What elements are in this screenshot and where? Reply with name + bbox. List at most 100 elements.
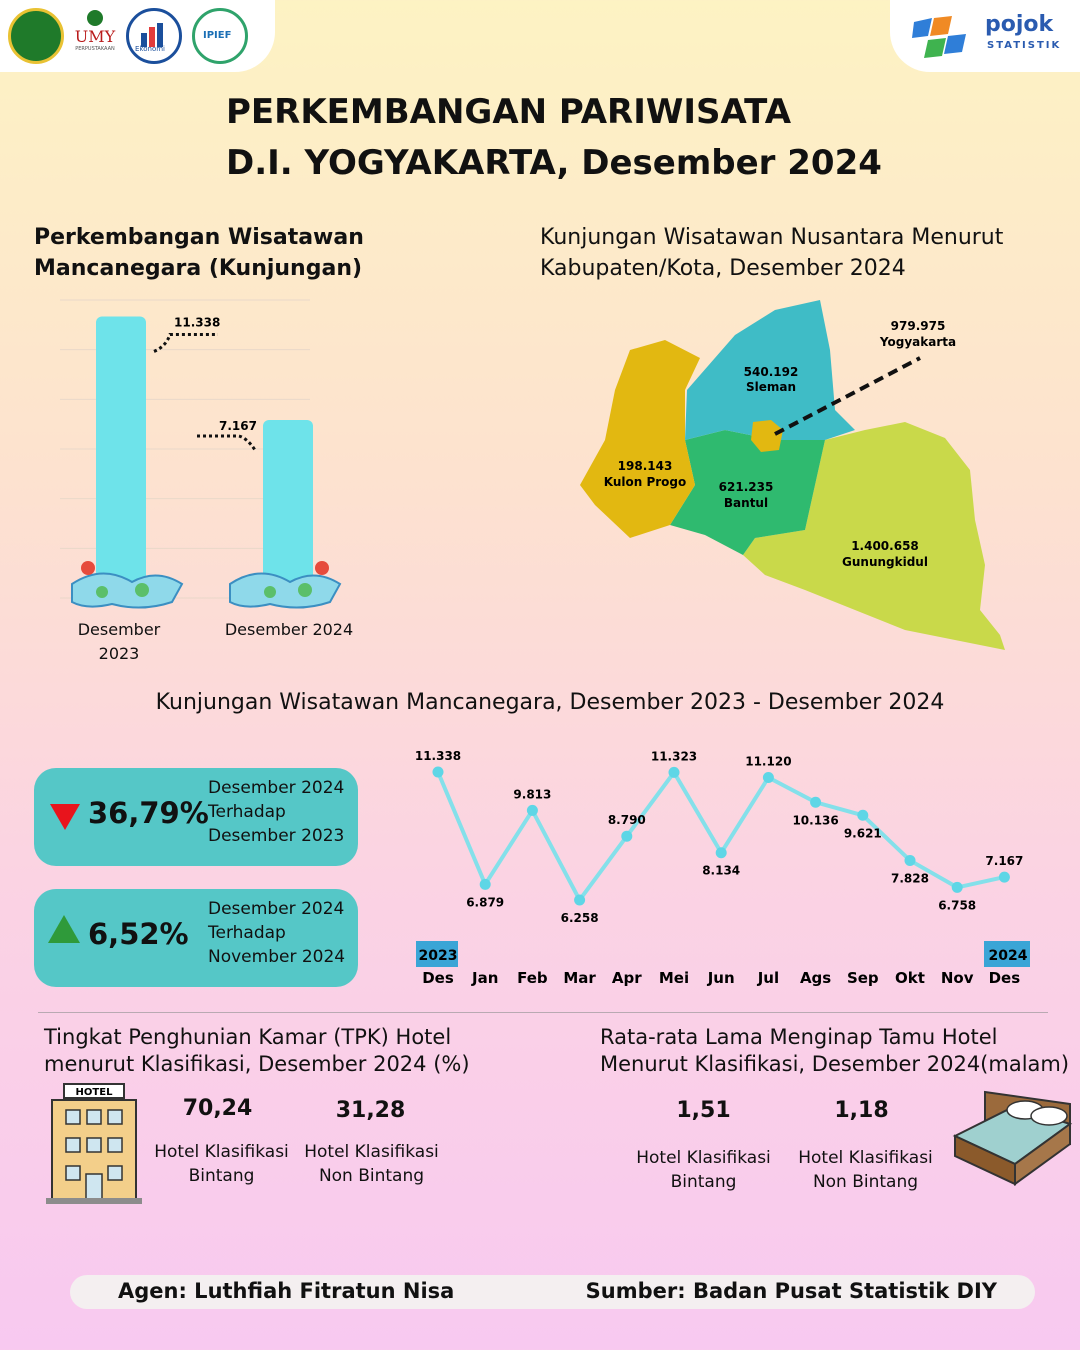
line-value-label: 7.828: [891, 871, 929, 885]
stat-box-yoy: 36,79% Desember 2024 Terhadap Desember 2…: [34, 768, 358, 866]
partner-logos: UMY PERPUSTAKAAN Ekonomi IPIEF: [0, 0, 275, 72]
bar-label-leader: [197, 434, 257, 451]
month-label: Mei: [659, 969, 689, 987]
month-label: Jan: [471, 969, 498, 987]
stay-star-value: 1,51: [676, 1098, 731, 1123]
line-value-label: 11.323: [651, 749, 697, 763]
map-sleman-value: 540.192: [744, 365, 799, 379]
map-gunungkidul-name: Gunungkidul: [842, 555, 928, 569]
line-point: [951, 881, 963, 893]
bed-icon: [952, 1090, 1073, 1186]
bar-label-dec2024: Desember 2024: [224, 620, 354, 639]
umy-logo-text: UMY: [74, 27, 116, 46]
footer-agent: Agen: Luthfiah Fitratun Nisa: [118, 1279, 455, 1303]
year-end-label: 2024: [989, 948, 1028, 964]
line-point: [432, 766, 444, 778]
bar-value-label: 7.167: [219, 419, 257, 433]
map-bantul-name: Bantul: [724, 496, 768, 510]
pojok-mark-icon: [912, 16, 966, 58]
section-divider: [38, 1012, 1048, 1013]
library-logo-text: PERPUSTAKAAN: [75, 46, 115, 52]
line-point: [621, 830, 633, 842]
month-label: Feb: [517, 969, 548, 987]
map-region-yogyakarta: [751, 420, 783, 452]
line-value-label: 10.136: [792, 813, 838, 827]
ekonomi-logo: Ekonomi: [126, 8, 182, 64]
up-triangle-icon: [48, 915, 80, 943]
bar-label-dec2023-line1: Desember: [77, 620, 161, 639]
tpk-nonstar-caption-line2: Non Bintang: [318, 1166, 425, 1186]
line-chart-title: Kunjungan Wisatawan Mancanegara, Desembe…: [155, 690, 945, 715]
bar-1: [96, 316, 146, 598]
month-label: Des: [422, 969, 454, 987]
tpk-nonstar-caption: Hotel Klasifikasi Non Bintang: [300, 1140, 443, 1188]
ipief-logo: IPIEF: [192, 8, 248, 64]
pojok-brand-sub: STATISTIK: [987, 40, 1062, 51]
monthly-line-chart: 2023 2024 11.338 Des 6.879 Jan 9.813 Feb 6.258…: [415, 749, 1030, 987]
line-point: [715, 847, 727, 859]
line-value-label: 8.134: [702, 864, 740, 878]
line-point: [526, 804, 538, 816]
stat-box-mom: 6,52% Desember 2024 Terhadap November 20…: [34, 889, 358, 987]
month-label: Ags: [800, 969, 831, 987]
line-point: [998, 871, 1010, 883]
tpk-star-caption-line2: Bintang: [188, 1166, 255, 1186]
year-end-badge: [984, 941, 1030, 967]
page-title-line2: D.I. YOGYAKARTA, Desember 2024: [226, 143, 882, 183]
month-label: Jun: [707, 969, 735, 987]
line-point: [904, 854, 916, 866]
tpk-nonstar-caption-line1: Hotel Klasifikasi: [304, 1142, 439, 1162]
umy-logo: UMY PERPUSTAKAAN: [70, 8, 120, 64]
stat-yoy-desc3: Desember 2023: [208, 826, 345, 846]
map-region-sleman: [685, 300, 855, 440]
month-label: Okt: [895, 969, 925, 987]
ipief-logo-text: IPIEF: [203, 30, 232, 41]
diy-regency-map: 540.192 Sleman 979.975 Yogyakarta 198.14…: [580, 300, 1005, 650]
stay-nonstar-caption-line2: Non Bintang: [812, 1172, 919, 1192]
pojok-brand-name: pojok: [985, 12, 1054, 37]
month-label: Apr: [612, 969, 642, 987]
map-kulon-progo-value: 198.143: [618, 459, 673, 473]
stat-mom-desc1: Desember 2024: [208, 899, 345, 919]
line-point: [857, 809, 869, 821]
tpk-star-caption-line1: Hotel Klasifikasi: [154, 1142, 289, 1162]
pojok-statistik-logo: pojok STATISTIK: [890, 0, 1080, 72]
footer-bar: Agen: Luthfiah Fitratun Nisa Sumber: Bad…: [70, 1275, 1035, 1309]
line-value-label: 6.879: [466, 895, 504, 909]
stay-nonstar-value: 1,18: [834, 1098, 889, 1123]
line-value-label: 6.258: [561, 911, 599, 925]
month-label: Mar: [563, 969, 596, 987]
stat-mom-desc3: November 2024: [208, 947, 346, 967]
hotel-building-icon: HOTEL: [46, 1083, 142, 1204]
map-kulon-progo-name: Kulon Progo: [604, 475, 687, 489]
line-point: [574, 894, 586, 906]
line-value-label: 11.120: [745, 754, 791, 768]
line-value-label: 9.813: [513, 787, 551, 801]
line-value-label: 9.621: [844, 826, 882, 840]
line-point: [479, 878, 491, 890]
line-value-label: 8.790: [608, 813, 646, 827]
tpk-title-line1: Tingkat Penghunian Kamar (TPK) Hotel: [44, 1025, 452, 1049]
map-region-bantul: [670, 430, 825, 555]
month-label: Jul: [757, 969, 779, 987]
page-title-line1: PERKEMBANGAN PARIWISATA: [226, 92, 792, 132]
tpk-nonstar-value: 31,28: [335, 1098, 406, 1123]
line-point: [762, 771, 774, 783]
stat-mom-desc2: Terhadap: [208, 923, 286, 943]
line-value-label: 11.338: [415, 749, 461, 763]
bar-value-label: 11.338: [174, 315, 220, 329]
bar-label-leader: [153, 332, 218, 353]
footer-source: Sumber: Badan Pusat Statistik DIY: [585, 1279, 997, 1303]
map-title-line1: Kunjungan Wisatawan Nusantara Menurut: [540, 225, 1004, 250]
hotel-sign-text: HOTEL: [76, 1087, 114, 1098]
year-start-label: 2023: [419, 948, 458, 964]
stay-title-line2: Menurut Klasifikasi, Desember 2024(malam…: [600, 1052, 1070, 1076]
foreign-visits-bar-chart: 11.338 7.167: [60, 299, 342, 609]
tpk-title-line2: menurut Klasifikasi, Desember 2024 (%): [44, 1052, 470, 1076]
line-point: [810, 796, 822, 808]
map-title-line2: Kabupaten/Kota, Desember 2024: [540, 256, 906, 281]
map-yogyakarta-name: Yogyakarta: [879, 335, 956, 349]
stay-star-caption-line1: Hotel Klasifikasi: [636, 1148, 771, 1168]
month-label: Des: [989, 969, 1021, 987]
tpk-star-caption: Hotel Klasifikasi Bintang: [150, 1140, 293, 1188]
